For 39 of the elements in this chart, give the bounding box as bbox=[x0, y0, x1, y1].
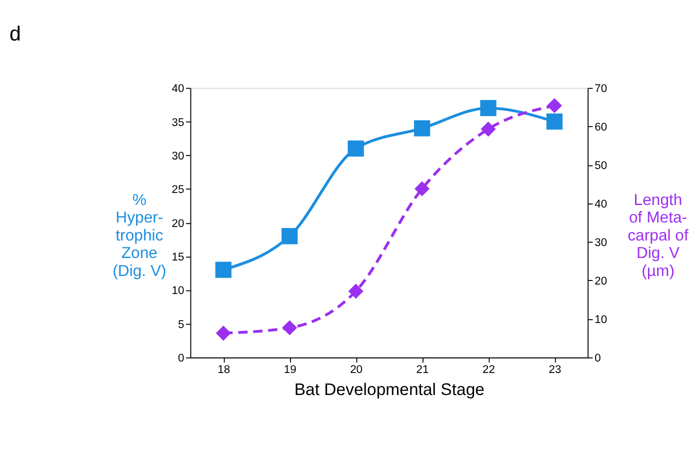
y2-tick-label: 50 bbox=[594, 160, 608, 172]
y2-tick-label: 20 bbox=[594, 276, 608, 288]
y-tick-label: 30 bbox=[172, 150, 184, 162]
point bbox=[216, 326, 231, 341]
point bbox=[546, 98, 562, 114]
point bbox=[480, 122, 496, 137]
point bbox=[546, 114, 563, 130]
point bbox=[348, 284, 364, 299]
y-tick-label: 20 bbox=[172, 218, 184, 230]
x-tick-label: 22 bbox=[482, 364, 495, 376]
point bbox=[348, 140, 364, 157]
y-tick-label: 15 bbox=[172, 252, 184, 264]
x-axis-title: Bat Developmental Stage bbox=[294, 380, 484, 400]
x-tick-label: 21 bbox=[416, 364, 429, 376]
y-axis-title: % Hyper- trophic Zone (Dig. V) bbox=[112, 192, 166, 280]
point bbox=[282, 320, 298, 336]
y2-tick-label: 0 bbox=[594, 352, 601, 365]
x-tick-label: 23 bbox=[548, 364, 562, 376]
y2-tick-label: 10 bbox=[594, 314, 608, 326]
y2-tick-label: 40 bbox=[594, 198, 608, 211]
text: d bbox=[10, 22, 21, 46]
y-tick-label: 40 bbox=[172, 83, 184, 96]
y-tick-label: 0 bbox=[178, 352, 184, 365]
y-tick-label: 10 bbox=[172, 285, 184, 298]
point bbox=[414, 181, 430, 196]
x-tick-label: 18 bbox=[218, 364, 230, 376]
x-tick-label: 20 bbox=[350, 364, 363, 376]
point bbox=[414, 120, 430, 136]
y-tick-label: 25 bbox=[172, 184, 184, 196]
point bbox=[215, 262, 232, 278]
y2-tick-label: 60 bbox=[594, 122, 608, 134]
y-tick-label: 5 bbox=[178, 318, 184, 331]
y2-tick-label: 30 bbox=[594, 237, 608, 250]
y-tick-label: 35 bbox=[172, 116, 184, 129]
y2-axis-title: Length of Meta- carpal of Dig. V (µm) bbox=[628, 192, 689, 280]
point bbox=[282, 228, 298, 244]
point bbox=[480, 100, 496, 116]
x-tick-label: 19 bbox=[284, 364, 296, 376]
y2-tick-label: 70 bbox=[594, 83, 608, 96]
